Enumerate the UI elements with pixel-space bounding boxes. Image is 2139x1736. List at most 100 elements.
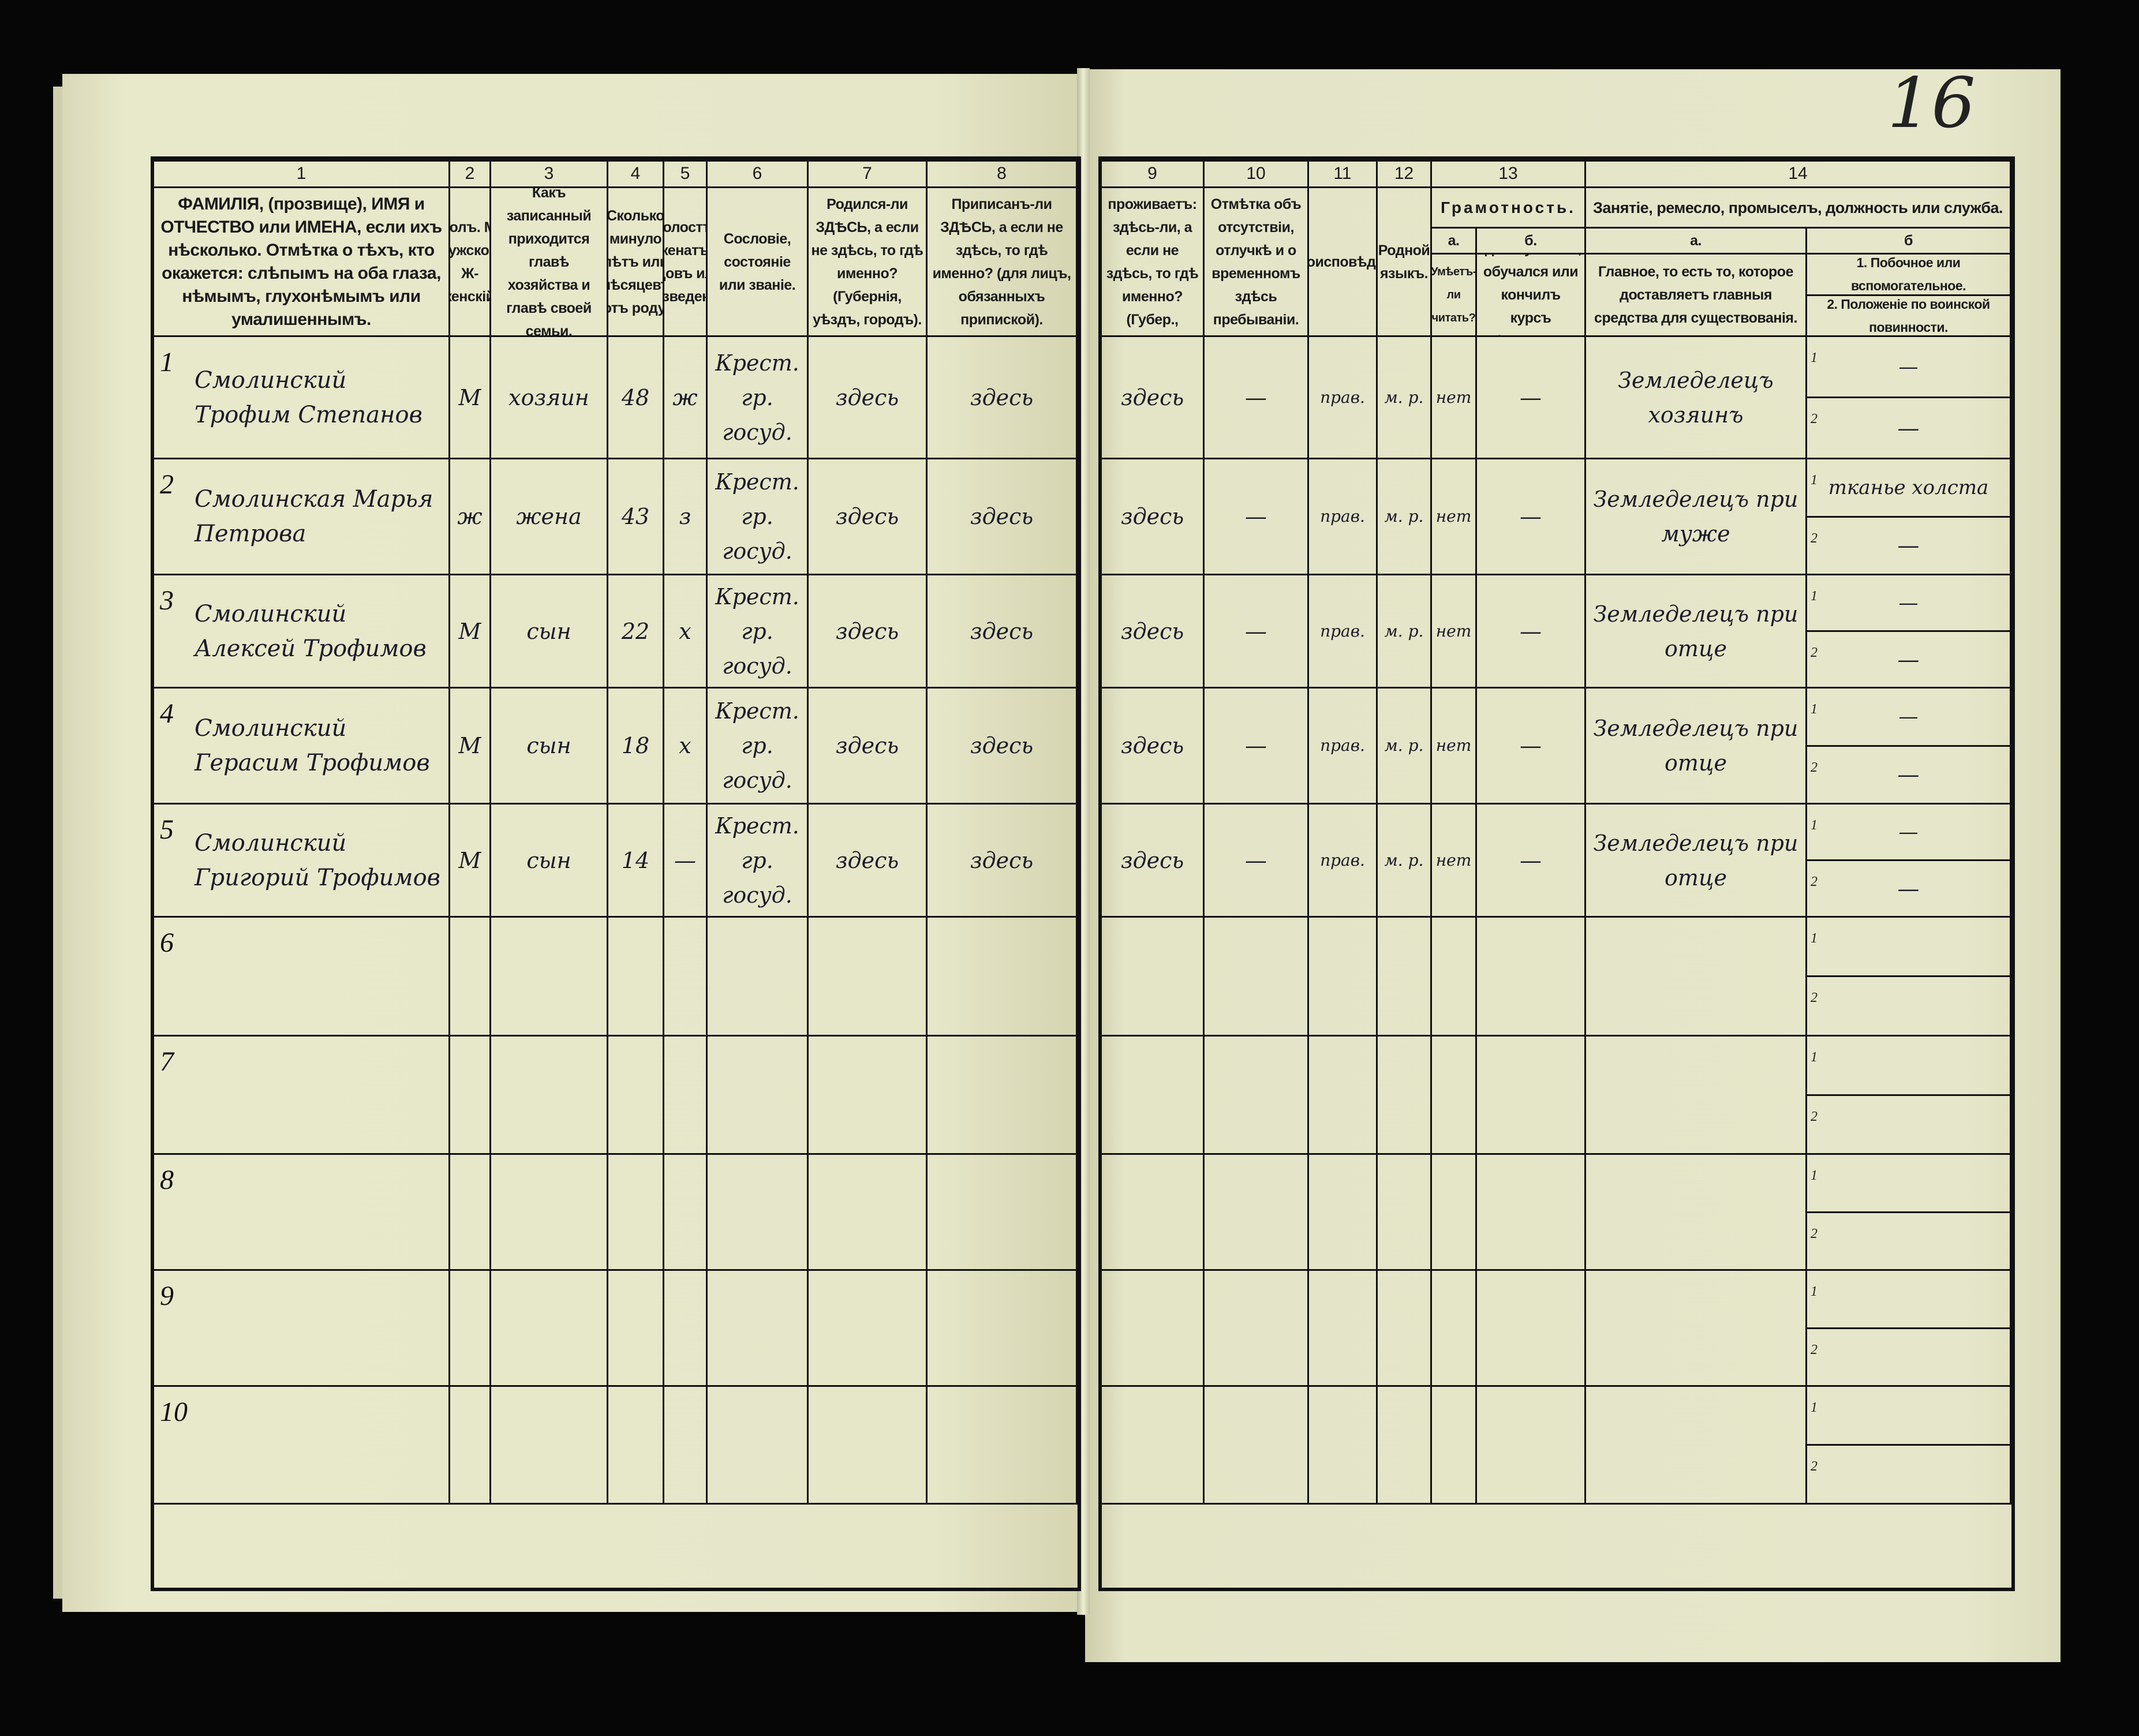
cell-registered: здесь bbox=[928, 689, 1078, 805]
cell-marital bbox=[664, 1037, 708, 1155]
row-number: 10 bbox=[160, 1397, 188, 1427]
cell-registered: здесь bbox=[928, 575, 1078, 689]
right-page bbox=[1085, 69, 2061, 1662]
cell-estate: Крест. гр. госуд. bbox=[708, 689, 809, 805]
subheader-14a: а. bbox=[1586, 229, 1807, 255]
subrow-label: 1 bbox=[1811, 1400, 1818, 1415]
cell-reads bbox=[1432, 1155, 1477, 1271]
cell-sex: М bbox=[450, 805, 491, 918]
cell-sex: М bbox=[450, 575, 491, 689]
cell-military-status: —2 bbox=[1807, 861, 2011, 918]
cell-estate: Крест. гр. госуд. bbox=[708, 805, 809, 918]
cell-religion: прав. bbox=[1309, 337, 1378, 459]
cell-religion bbox=[1309, 1155, 1378, 1271]
cell-occupation: Земледелецъ при отце bbox=[1586, 575, 1807, 689]
cell-resides bbox=[1102, 918, 1205, 1037]
column-number: 7 bbox=[809, 161, 928, 188]
cell-born bbox=[809, 918, 928, 1037]
cell-marital bbox=[664, 1387, 708, 1505]
cell-religion: прав. bbox=[1309, 459, 1378, 575]
cell-estate: Крест. гр. госуд. bbox=[708, 337, 809, 459]
cell-born: здесь bbox=[809, 459, 928, 575]
cell-school: — bbox=[1477, 805, 1586, 918]
row-number: 5 bbox=[160, 814, 174, 845]
row-number: 4 bbox=[160, 698, 174, 729]
subrow-label: 2 bbox=[1811, 760, 1818, 775]
cell-language bbox=[1378, 918, 1432, 1037]
cell-resides bbox=[1102, 1155, 1205, 1271]
cell-side-occupation: 1 bbox=[1807, 1387, 2011, 1446]
column-header-2: Полъ. М-мужской. Ж-женскій. bbox=[450, 188, 491, 337]
cell-school bbox=[1477, 918, 1586, 1037]
column-header-6: Сословіе, состояніе или званіе. bbox=[708, 188, 809, 337]
page-number: 16 bbox=[1887, 63, 1976, 144]
subrow-label: 2 bbox=[1811, 1109, 1818, 1124]
cell-relation: сын bbox=[491, 575, 608, 689]
cell-name: Смолинский Трофим Степанов 1 bbox=[154, 337, 450, 459]
column-header-3: Какъ записанный приходится главѣ хозяйст… bbox=[491, 188, 608, 337]
subrow-label: 1 bbox=[1811, 702, 1818, 717]
cell-age bbox=[608, 1037, 664, 1155]
cell-name: 6 bbox=[154, 918, 450, 1037]
cell-born bbox=[809, 1037, 928, 1155]
cell-sex bbox=[450, 1155, 491, 1271]
cell-occupation: Земледелецъ при отце bbox=[1586, 689, 1807, 805]
cell-estate: Крест. гр. госуд. bbox=[708, 459, 809, 575]
cell-registered: здесь bbox=[928, 459, 1078, 575]
column-number: 6 bbox=[708, 161, 809, 188]
column-header-12: Родной языкъ. bbox=[1378, 188, 1432, 337]
cell-absence: — bbox=[1205, 805, 1309, 918]
subrow-label: 2 bbox=[1811, 1226, 1818, 1241]
cell-name: Смолинская Марья Петрова 2 bbox=[154, 459, 450, 575]
cell-language: м. р. bbox=[1378, 575, 1432, 689]
cell-relation bbox=[491, 1271, 608, 1387]
column-number: 11 bbox=[1309, 161, 1378, 188]
cell-religion: прав. bbox=[1309, 575, 1378, 689]
cell-school: — bbox=[1477, 575, 1586, 689]
column-header-5: Холостъ, женатъ, вдовъ или разведенъ. bbox=[664, 188, 708, 337]
column-number: 13 bbox=[1432, 161, 1586, 188]
cell-relation bbox=[491, 1387, 608, 1505]
cell-resides: здесь bbox=[1102, 459, 1205, 575]
cell-estate bbox=[708, 1037, 809, 1155]
cell-resides bbox=[1102, 1037, 1205, 1155]
column-header-11: Вѣроисповѣданіе. bbox=[1309, 188, 1378, 337]
cell-absence bbox=[1205, 1387, 1309, 1505]
cell-marital bbox=[664, 1271, 708, 1387]
cell-age: 18 bbox=[608, 689, 664, 805]
cell-occupation bbox=[1586, 1271, 1807, 1387]
cell-occupation: Земледелецъ при отце bbox=[1586, 805, 1807, 918]
subrow-label: 2 bbox=[1811, 645, 1818, 660]
cell-side-occupation: 1 bbox=[1807, 1155, 2011, 1213]
cell-registered bbox=[928, 918, 1078, 1037]
cell-school bbox=[1477, 1271, 1586, 1387]
cell-name: Смолинский Герасим Трофимов 4 bbox=[154, 689, 450, 805]
cell-side-occupation: 1 bbox=[1807, 1271, 2011, 1329]
cell-military-status: —2 bbox=[1807, 517, 2011, 575]
column-header-4: Сколько минуло лѣтъ или мѣсяцевъ отъ род… bbox=[608, 188, 664, 337]
column-number: 5 bbox=[664, 161, 708, 188]
cell-born: здесь bbox=[809, 689, 928, 805]
cell-estate bbox=[708, 1271, 809, 1387]
cell-side-occupation: 1 bbox=[1807, 1037, 2011, 1096]
column-header-8: Приписанъ-ли ЗДѢСЬ, а если не здѣсь, то … bbox=[928, 188, 1078, 337]
cell-sex: М bbox=[450, 689, 491, 805]
cell-age: 14 bbox=[608, 805, 664, 918]
cell-reads bbox=[1432, 1271, 1477, 1387]
cell-relation: сын bbox=[491, 689, 608, 805]
column-number: 4 bbox=[608, 161, 664, 188]
cell-side-occupation: тканье холста 1 bbox=[1807, 459, 2011, 518]
column-header-14b1: 1. Побочное или вспомогательное. bbox=[1807, 255, 2011, 296]
row-number: 9 bbox=[160, 1281, 174, 1311]
cell-occupation: Земледелецъ хозяинъ bbox=[1586, 337, 1807, 459]
cell-born: здесь bbox=[809, 337, 928, 459]
cell-estate bbox=[708, 1155, 809, 1271]
column-header-10: Отмѣтка объ отсутствіи, отлучкѣ и о врем… bbox=[1205, 188, 1309, 337]
cell-registered bbox=[928, 1387, 1078, 1505]
cell-age: 48 bbox=[608, 337, 664, 459]
cell-language: м. р. bbox=[1378, 805, 1432, 918]
cell-marital: х bbox=[664, 575, 708, 689]
cell-occupation bbox=[1586, 1387, 1807, 1505]
cell-religion bbox=[1309, 918, 1378, 1037]
